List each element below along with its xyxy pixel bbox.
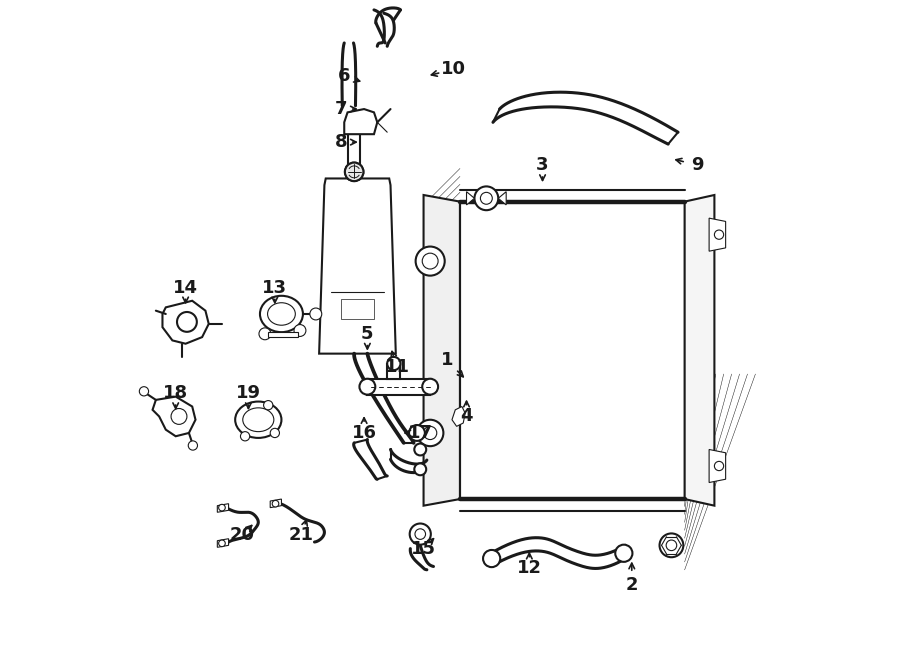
Text: 21: 21 (289, 526, 314, 545)
Polygon shape (709, 218, 725, 251)
Text: 16: 16 (352, 424, 376, 442)
Polygon shape (320, 178, 396, 354)
Polygon shape (217, 539, 229, 547)
Polygon shape (217, 504, 229, 512)
Circle shape (270, 428, 280, 438)
Text: 8: 8 (335, 133, 347, 151)
Circle shape (140, 387, 148, 396)
Text: 18: 18 (163, 384, 188, 403)
Circle shape (409, 425, 425, 441)
Text: 14: 14 (173, 278, 198, 297)
Text: 19: 19 (236, 384, 261, 403)
Circle shape (310, 308, 322, 320)
Ellipse shape (267, 303, 295, 325)
Circle shape (414, 463, 427, 475)
Circle shape (387, 357, 400, 370)
Polygon shape (685, 195, 715, 506)
Text: 1: 1 (440, 351, 453, 369)
Circle shape (188, 441, 197, 450)
Text: 15: 15 (411, 539, 436, 558)
Circle shape (219, 540, 225, 547)
Circle shape (422, 379, 438, 395)
Polygon shape (163, 301, 209, 344)
Polygon shape (709, 449, 725, 483)
Text: 2: 2 (626, 576, 638, 594)
Text: 6: 6 (338, 67, 350, 85)
Circle shape (660, 533, 683, 557)
Polygon shape (466, 192, 474, 205)
Polygon shape (367, 379, 430, 395)
Text: 9: 9 (691, 156, 704, 175)
Text: 12: 12 (517, 559, 542, 578)
Circle shape (240, 432, 249, 441)
Circle shape (616, 545, 633, 562)
Ellipse shape (260, 295, 303, 332)
Circle shape (219, 504, 225, 511)
Circle shape (474, 186, 499, 210)
Polygon shape (153, 397, 195, 436)
Text: 11: 11 (384, 358, 410, 376)
Circle shape (481, 192, 492, 204)
Circle shape (715, 461, 724, 471)
Circle shape (424, 426, 436, 440)
Ellipse shape (243, 408, 274, 432)
Circle shape (345, 163, 364, 181)
Circle shape (259, 328, 271, 340)
Polygon shape (270, 499, 282, 508)
Polygon shape (387, 364, 400, 379)
Circle shape (483, 550, 500, 567)
Circle shape (272, 500, 279, 507)
Polygon shape (452, 407, 465, 426)
Polygon shape (499, 192, 506, 205)
Text: 4: 4 (460, 407, 473, 426)
Circle shape (294, 325, 306, 336)
Circle shape (359, 379, 375, 395)
Polygon shape (344, 109, 377, 134)
Circle shape (410, 524, 431, 545)
Circle shape (417, 420, 444, 446)
Text: 13: 13 (262, 278, 287, 297)
Circle shape (171, 408, 187, 424)
Ellipse shape (235, 401, 282, 438)
Text: 17: 17 (408, 424, 433, 442)
Text: 7: 7 (335, 100, 347, 118)
Circle shape (177, 312, 197, 332)
Polygon shape (424, 195, 460, 506)
Polygon shape (460, 202, 685, 499)
Circle shape (414, 444, 427, 455)
Circle shape (666, 540, 677, 551)
Circle shape (416, 247, 445, 276)
Text: 5: 5 (361, 325, 374, 343)
Text: 10: 10 (441, 60, 466, 79)
Polygon shape (268, 332, 298, 337)
Circle shape (415, 529, 426, 539)
Circle shape (345, 163, 364, 181)
Text: 20: 20 (230, 526, 255, 545)
Circle shape (422, 253, 438, 269)
Circle shape (715, 230, 724, 239)
Circle shape (264, 401, 273, 410)
Text: 3: 3 (536, 156, 549, 175)
